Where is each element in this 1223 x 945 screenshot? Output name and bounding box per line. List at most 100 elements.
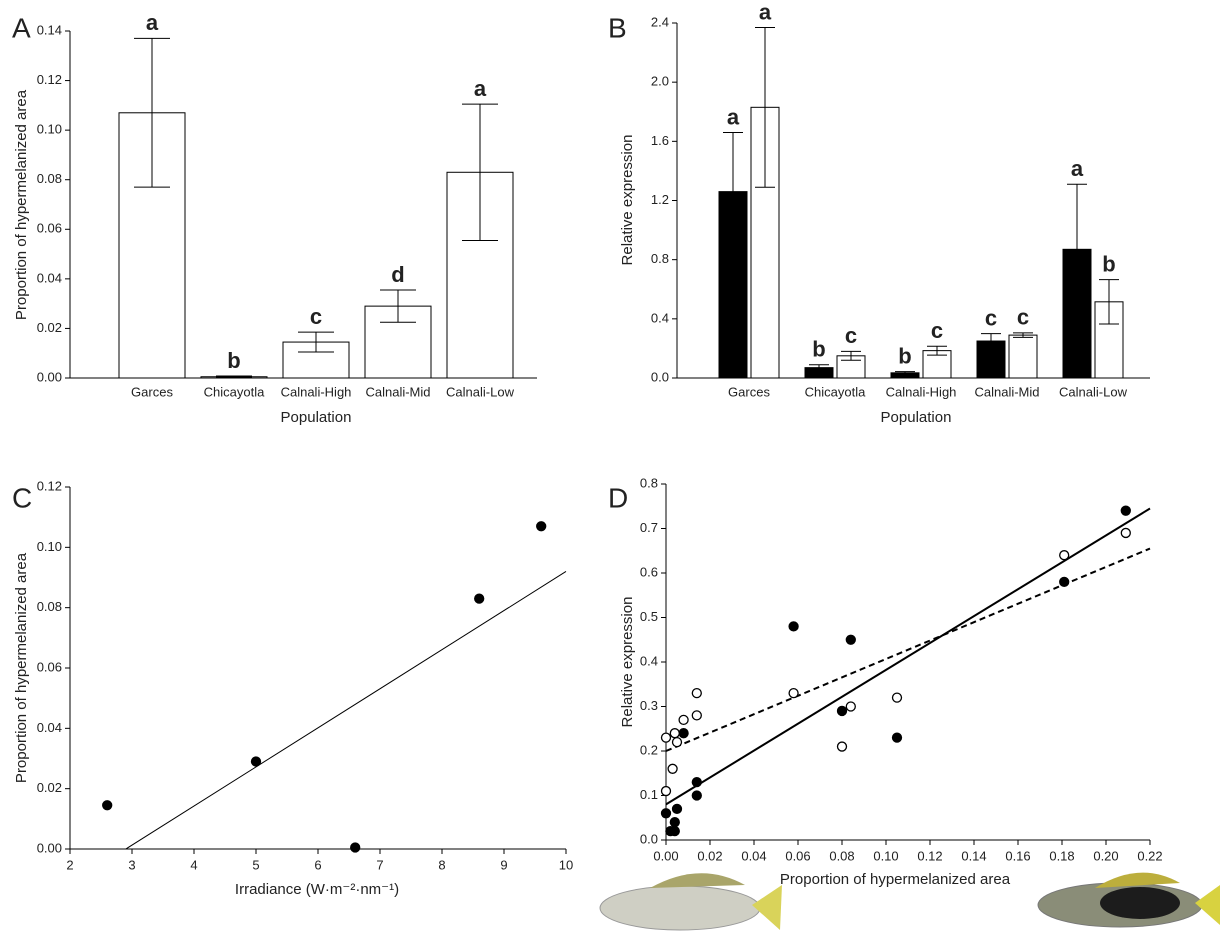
panel-label: C (12, 482, 32, 513)
y-tick-label: 0.7 (640, 520, 658, 535)
point (891, 732, 903, 743)
significance-label: b (227, 348, 240, 373)
bar (1008, 334, 1038, 379)
point (1120, 527, 1131, 539)
y-tick-label: 0.06 (37, 659, 62, 674)
y-tick-label: 0.0 (651, 369, 669, 384)
y-tick-label: 2.4 (651, 14, 669, 29)
significance-label: a (1071, 156, 1084, 181)
y-tick-label: 0.5 (640, 609, 658, 624)
point (667, 763, 678, 774)
trend-line (665, 547, 1151, 752)
y-tick-label: 0.02 (37, 780, 62, 795)
point (102, 800, 113, 811)
point (660, 808, 672, 819)
x-tick-label: 2 (66, 857, 73, 872)
point (836, 741, 848, 752)
x-tick-label: 7 (376, 857, 383, 872)
y-tick-label: 0.3 (640, 698, 658, 713)
fish-left (599, 873, 782, 931)
panel-label: D (608, 482, 628, 513)
x-tick-label: Calnali-Mid (974, 384, 1039, 399)
x-tick-label: 0.18 (1049, 848, 1074, 863)
x-axis-title: Population (281, 409, 352, 426)
point (671, 803, 683, 814)
fish-spots (1100, 887, 1180, 919)
point (1120, 505, 1131, 516)
y-tick-label: 0.00 (37, 369, 62, 384)
x-axis-title: Population (881, 409, 952, 426)
y-tick-label: 0.08 (37, 599, 62, 614)
significance-label: a (146, 10, 159, 35)
significance-label: a (727, 104, 740, 129)
x-tick-label: Garces (131, 384, 173, 399)
point (836, 705, 848, 717)
y-tick-label: 0.6 (640, 564, 658, 579)
point (669, 728, 680, 739)
x-tick-label: 0.00 (653, 848, 678, 863)
y-tick-label: 0.08 (37, 171, 62, 186)
point (350, 842, 361, 853)
x-tick-label: 0.08 (829, 848, 854, 863)
x-tick-label: 10 (559, 857, 573, 872)
point (669, 817, 680, 828)
trend-line (665, 507, 1151, 806)
point (845, 701, 856, 712)
x-tick-label: 0.04 (741, 848, 766, 863)
y-tick-label: 0.4 (640, 653, 658, 668)
point (788, 621, 799, 632)
y-tick-label: 0.4 (651, 310, 669, 325)
y-tick-label: 1.6 (651, 133, 669, 148)
x-tick-label: Calnali-Mid (365, 384, 430, 399)
x-tick-label: 0.22 (1137, 848, 1162, 863)
point (691, 688, 702, 699)
significance-label: d (391, 262, 404, 287)
y-tick-label: 0.14 (37, 22, 62, 37)
significance-label: a (474, 76, 487, 101)
panel-label: A (12, 12, 31, 43)
x-tick-label: Chicayotla (204, 384, 265, 399)
point (678, 728, 689, 739)
y-tick-label: 0.06 (37, 221, 62, 236)
y-tick-label: 0.12 (37, 72, 62, 87)
y-tick-label: 0.8 (640, 475, 658, 490)
point (474, 593, 485, 604)
x-tick-label: 0.16 (1005, 848, 1030, 863)
fish-fin (650, 873, 745, 888)
y-tick-label: 0.8 (651, 251, 669, 266)
point (891, 692, 903, 703)
x-tick-label: 9 (500, 857, 507, 872)
y-tick-label: 0.02 (37, 320, 62, 335)
significance-label: c (985, 305, 997, 330)
x-tick-label: 6 (314, 857, 321, 872)
significance-label: b (1102, 251, 1115, 276)
x-tick-label: 8 (438, 857, 445, 872)
significance-label: c (931, 318, 943, 343)
point (536, 521, 547, 532)
point (678, 714, 689, 725)
x-tick-label: Calnali-High (281, 384, 352, 399)
y-axis-title: Proportion of hypermelanized area (13, 552, 30, 783)
y-tick-label: 0.10 (37, 539, 62, 554)
point (1059, 550, 1070, 561)
x-tick-label: Calnali-Low (446, 384, 515, 399)
x-tick-label: Chicayotla (805, 384, 866, 399)
point (845, 634, 856, 645)
y-tick-label: 1.2 (651, 192, 669, 207)
fish-body (599, 885, 761, 931)
point (660, 785, 672, 797)
trend-line (125, 571, 567, 850)
y-tick-label: 0.04 (37, 720, 62, 735)
significance-label: c (310, 304, 322, 329)
point (250, 756, 262, 767)
x-tick-label: 0.10 (873, 848, 898, 863)
x-tick-label: Garces (728, 384, 770, 399)
x-tick-label: 0.14 (961, 848, 986, 863)
x-tick-label: 0.06 (785, 848, 810, 863)
x-tick-label: 0.20 (1093, 848, 1118, 863)
point (691, 777, 702, 788)
x-tick-label: 4 (190, 857, 197, 872)
y-tick-label: 2.0 (651, 74, 669, 89)
point (669, 825, 680, 837)
